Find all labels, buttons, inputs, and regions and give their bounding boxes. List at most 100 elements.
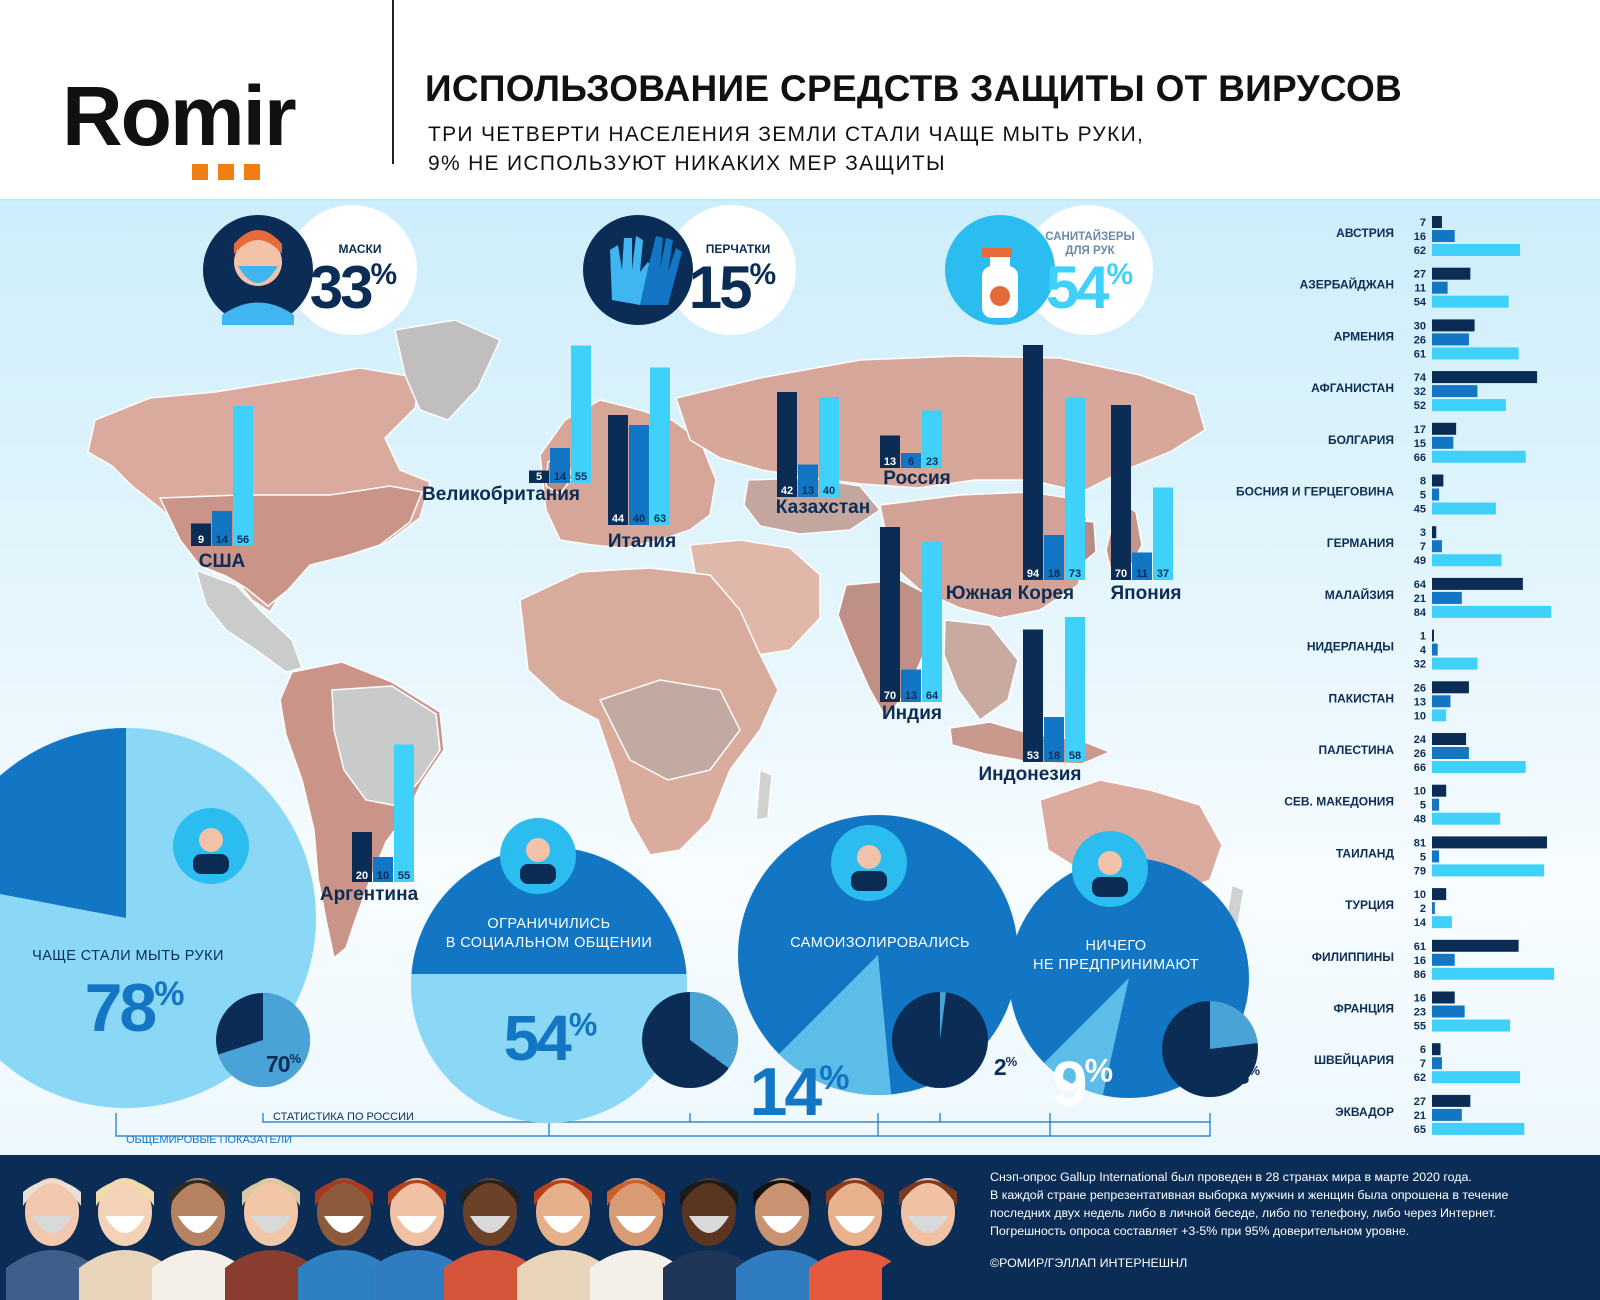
country-bar-value: 66 [1414,762,1426,774]
world-total-value-2: 54% [1046,254,1133,321]
country-bar-value: 15 [1414,438,1426,450]
map-bar [1044,535,1064,580]
map-country-label: Великобритания [422,484,580,505]
map-bar-value: 58 [1069,750,1081,762]
map-bar-value: 53 [1027,750,1039,762]
percent-sign: % [569,1007,597,1043]
map-bar-value: 42 [781,485,793,497]
map-africa-central [598,679,741,781]
percent-sign: % [1006,1054,1018,1069]
country-label: МАЛАЙЗИЯ [1325,587,1394,602]
map-bar [922,410,942,468]
person-face [609,1178,663,1246]
measure-label: ОГРАНИЧИЛИСЬ [487,916,610,932]
person-shirt [736,1250,828,1300]
map-bar [1065,397,1085,580]
map-country-label: Индия [882,703,942,724]
person-hair [242,1180,300,1206]
map-bar [550,448,570,483]
map-bar-value: 63 [654,513,666,525]
map-bar-value: 13 [802,485,814,497]
country-bar-value: 3 [1420,527,1426,539]
map-country-group: 70 11 37 Япония [1111,405,1181,604]
country-bar-value: 5 [1420,490,1426,502]
country-bar [1432,605,1552,618]
country-label: ГЕРМАНИЯ [1327,536,1394,550]
person [152,1178,244,1300]
measure-label: В СОЦИАЛЬНОМ ОБЩЕНИИ [446,935,653,951]
country-bar [1432,695,1451,708]
person-shirt [590,1250,682,1300]
country-bar [1432,333,1469,346]
measure-label: НЕ ПРЕДПРИНИМАЮТ [1033,957,1199,973]
person-hair [680,1180,738,1206]
country-bar-value: 30 [1414,320,1426,332]
country-bar [1432,967,1555,980]
country-bar-value: 7 [1420,541,1426,553]
country-row: ПАКИСТАН 26 13 10 [1328,681,1469,722]
country-bar [1432,1043,1441,1056]
person-face [755,1178,809,1246]
country-bar [1432,474,1444,487]
person-hair [315,1180,373,1206]
map-bar-value: 11 [1136,568,1148,580]
world-total-label-0: МАСКИ [339,242,382,256]
face-mask-icon [32,1216,72,1233]
country-bar [1432,1019,1511,1032]
country-row: НИДЕРЛАНДЫ 1 4 32 [1307,629,1478,671]
legend-world: ОБЩЕМИРОВЫЕ ПОКАЗАТЕЛИ [126,1134,292,1146]
map-bar [901,669,921,702]
country-bar-value: 55 [1414,1021,1426,1033]
icon-body [520,864,556,884]
country-bar [1432,371,1538,384]
country-bar [1432,629,1434,642]
map-bar [212,511,232,546]
map-bar [819,397,839,497]
country-bar-value: 32 [1414,386,1426,398]
measure-label: ЧАЩЕ СТАЛИ МЫТЬ РУКИ [32,948,224,964]
person [444,1178,536,1300]
country-row: АФГАНИСТАН 74 32 52 [1311,371,1538,412]
icon-body [851,871,887,891]
world-total-label-1: ПЕРЧАТКИ [706,242,770,256]
person [590,1178,682,1300]
country-bar-value: 26 [1414,748,1426,760]
person-hair [534,1180,592,1206]
map-country-label: Италия [608,531,676,552]
country-bar-value: 16 [1414,231,1426,243]
map-bar-value: 44 [612,513,625,525]
person [79,1178,171,1300]
copyright: ©РОМИР/ГЭЛЛАП ИНТЕРНЕШНЛ [990,1256,1188,1270]
country-bar-value: 79 [1414,865,1426,877]
person-shirt [882,1250,974,1300]
country-bar-value: 86 [1414,969,1426,981]
map-bar [191,523,211,546]
country-bar [1432,798,1440,811]
country-bar-value: 11 [1414,283,1426,295]
icon-body [1092,877,1128,897]
country-bar [1432,230,1455,242]
country-bar-value: 23 [1414,1007,1426,1019]
map-bar-value: 70 [884,690,896,702]
map-bar-value: 94 [1027,568,1040,580]
map-country-label: Казахстан [776,497,870,518]
map-bar [1044,717,1064,762]
map-bar [777,392,797,497]
country-bar-value: 16 [1414,955,1426,967]
country-bar-value: 64 [1414,579,1427,591]
country-bar [1432,681,1469,694]
measure-share-wedge [1044,978,1129,1096]
country-bar [1432,502,1496,515]
map-bar-value: 64 [926,690,939,702]
person-face [901,1178,955,1246]
country-bar [1432,657,1478,670]
country-bar [1432,295,1509,308]
masks-badge [203,205,417,335]
person-face [244,1178,298,1246]
map-bar-value: 37 [1157,568,1169,580]
country-label: НИДЕРЛАНДЫ [1307,640,1394,654]
